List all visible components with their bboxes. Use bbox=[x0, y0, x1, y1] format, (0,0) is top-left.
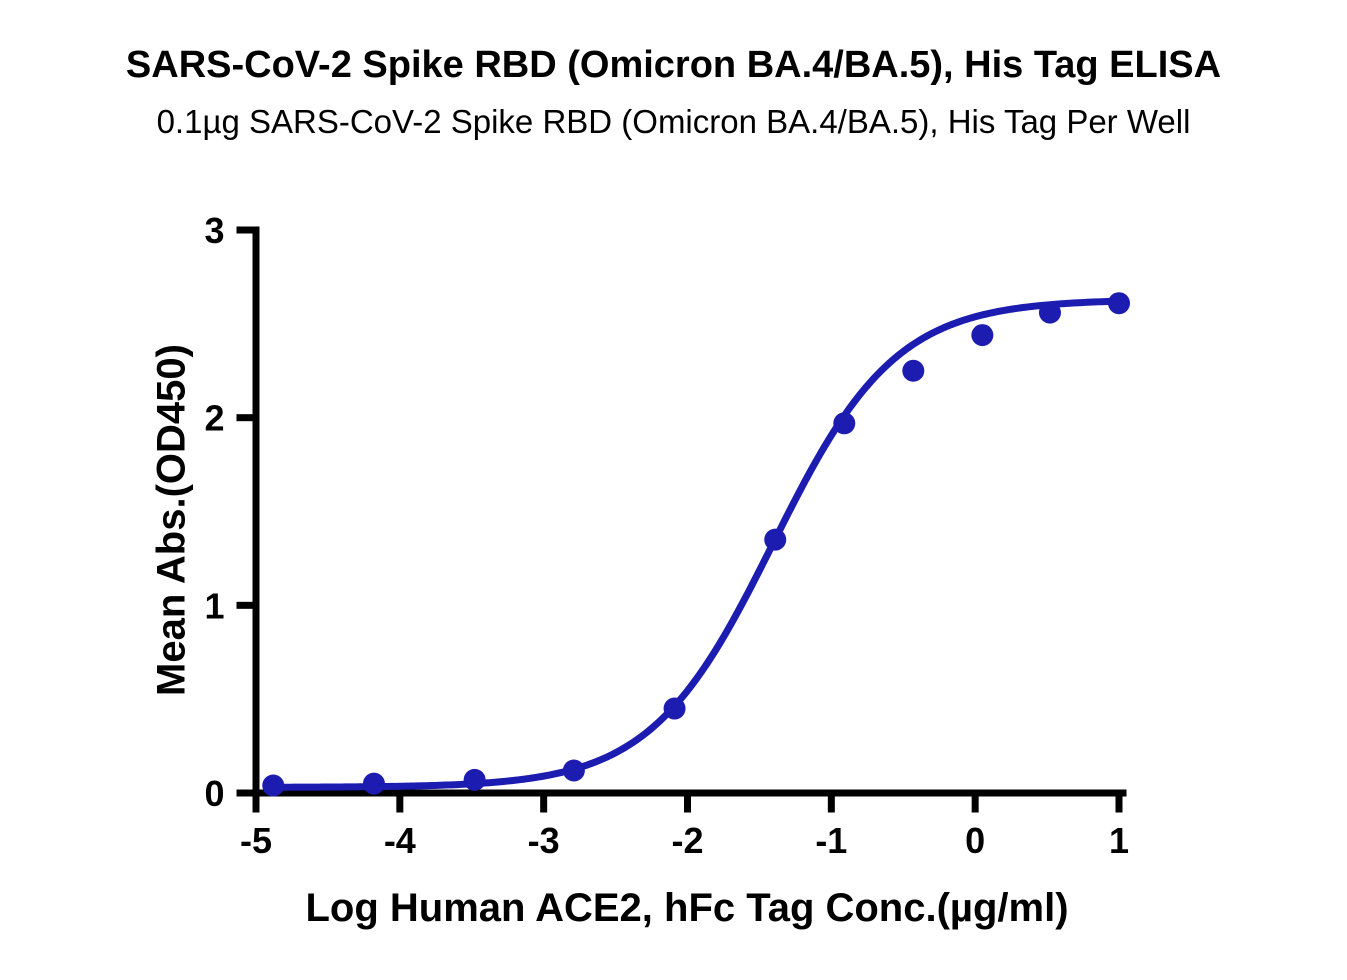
data-point bbox=[562, 759, 585, 782]
x-tick-label: -3 bbox=[528, 820, 560, 861]
data-point bbox=[463, 768, 486, 791]
data-point bbox=[663, 697, 686, 720]
x-tick-label: -2 bbox=[671, 820, 703, 861]
data-point bbox=[833, 412, 856, 435]
data-point bbox=[1108, 292, 1130, 315]
x-tick bbox=[252, 796, 260, 813]
chart-subtitle: 0.1µg SARS-CoV-2 Spike RBD (Omicron BA.4… bbox=[156, 103, 1191, 140]
data-point bbox=[971, 324, 994, 347]
x-tick-label: -4 bbox=[384, 820, 416, 861]
y-tick bbox=[236, 226, 253, 234]
data-point bbox=[764, 528, 787, 551]
data-point bbox=[262, 774, 285, 797]
x-tick bbox=[827, 796, 835, 813]
data-point bbox=[902, 359, 925, 382]
x-tick-label: 0 bbox=[965, 820, 985, 861]
x-axis-title: Log Human ACE2, hFc Tag Conc.(µg/ml) bbox=[305, 886, 1069, 930]
x-axis-line bbox=[252, 789, 1127, 797]
chart-title: SARS-CoV-2 Spike RBD (Omicron BA.4/BA.5)… bbox=[125, 44, 1222, 86]
fit-curve bbox=[269, 297, 1123, 791]
y-tick-label: 3 bbox=[204, 210, 224, 251]
y-tick-label: 1 bbox=[204, 585, 224, 626]
data-point bbox=[362, 772, 385, 795]
x-tick bbox=[971, 796, 979, 813]
x-tick-label: -5 bbox=[240, 820, 272, 861]
x-tick-label: -1 bbox=[815, 820, 847, 861]
data-point bbox=[1038, 301, 1061, 324]
y-tick bbox=[236, 601, 253, 609]
x-tick bbox=[540, 796, 548, 813]
x-tick bbox=[396, 796, 404, 813]
y-tick-label: 0 bbox=[204, 773, 224, 814]
x-tick-label: 1 bbox=[1109, 820, 1129, 861]
y-tick bbox=[236, 789, 253, 797]
y-tick-label: 2 bbox=[204, 398, 224, 439]
x-tick bbox=[684, 796, 691, 813]
x-tick bbox=[1115, 796, 1123, 813]
y-tick bbox=[236, 414, 253, 422]
y-axis-line bbox=[252, 226, 260, 797]
